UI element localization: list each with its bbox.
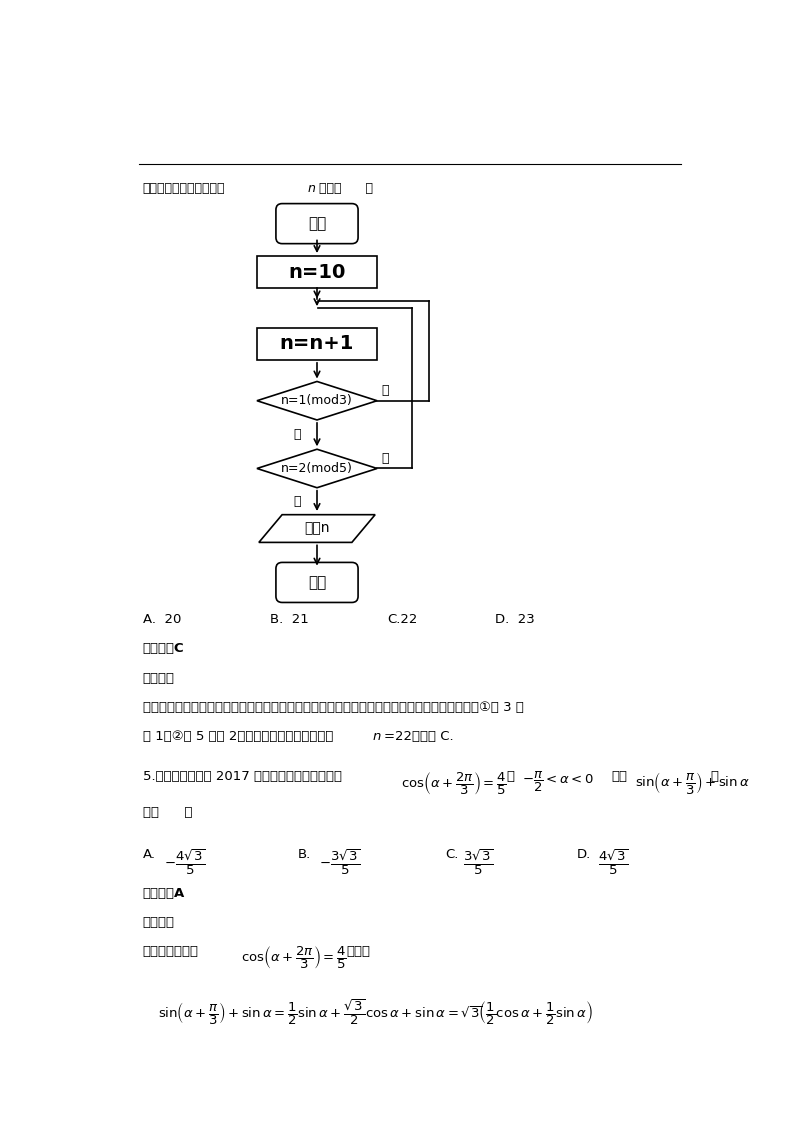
Text: 输出n: 输出n xyxy=(304,522,330,535)
Text: D.  23: D. 23 xyxy=(495,614,535,626)
Text: 试题分析：因为: 试题分析：因为 xyxy=(142,945,198,958)
Polygon shape xyxy=(257,381,377,420)
FancyBboxPatch shape xyxy=(276,563,358,602)
Text: 余 1，②被 5 除余 2，最小为两位数，所输出的: 余 1，②被 5 除余 2，最小为两位数，所输出的 xyxy=(142,730,333,744)
Text: ，则: ，则 xyxy=(611,770,627,783)
Text: $\cos\!\left(\alpha+\dfrac{2\pi}{3}\right)=\dfrac{4}{5}$: $\cos\!\left(\alpha+\dfrac{2\pi}{3}\righ… xyxy=(241,944,347,971)
Text: 【解析】: 【解析】 xyxy=(142,671,174,685)
Text: 是: 是 xyxy=(294,496,302,508)
Text: 试题分析：由已知中的程序框图得：该程序的功能是利用循环结构计算出并输出同时满足条件：①被 3 除: 试题分析：由已知中的程序框图得：该程序的功能是利用循环结构计算出并输出同时满足条… xyxy=(142,701,523,714)
Text: $-\dfrac{3\sqrt{3}}{5}$: $-\dfrac{3\sqrt{3}}{5}$ xyxy=(318,848,360,877)
Text: 行该程序框图，则输出的: 行该程序框图，则输出的 xyxy=(142,182,225,195)
Text: B.: B. xyxy=(298,848,311,861)
Text: $\sin\!\left(\alpha+\dfrac{\pi}{3}\right)+\sin\alpha=\dfrac{1}{2}\sin\alpha+\dfr: $\sin\!\left(\alpha+\dfrac{\pi}{3}\right… xyxy=(158,997,593,1028)
Text: $\sin\!\left(\alpha+\dfrac{\pi}{3}\right)+\sin\alpha$: $\sin\!\left(\alpha+\dfrac{\pi}{3}\right… xyxy=(634,770,750,796)
Text: $-\dfrac{\pi}{2}<\alpha<0$: $-\dfrac{\pi}{2}<\alpha<0$ xyxy=(522,770,594,794)
Text: C.22: C.22 xyxy=(386,614,417,626)
Text: 【答案】A: 【答案】A xyxy=(142,886,185,900)
Text: 开始: 开始 xyxy=(308,216,326,231)
Text: 否: 否 xyxy=(382,452,390,465)
Text: 是: 是 xyxy=(294,428,302,440)
Text: 结束: 结束 xyxy=(308,575,326,590)
Text: n=1(mod3): n=1(mod3) xyxy=(281,394,353,408)
Text: A.: A. xyxy=(142,848,156,861)
Text: 等: 等 xyxy=(710,770,718,783)
Text: ，所以: ，所以 xyxy=(346,945,370,958)
Text: n=2(mod5): n=2(mod5) xyxy=(281,462,353,475)
Bar xyxy=(257,256,377,289)
Text: $\dfrac{4\sqrt{3}}{5}$: $\dfrac{4\sqrt{3}}{5}$ xyxy=(598,848,628,877)
Text: $-\dfrac{4\sqrt{3}}{5}$: $-\dfrac{4\sqrt{3}}{5}$ xyxy=(163,848,206,877)
Text: 5.【四川省自贡市 2017 届高三第一次诊断】已知: 5.【四川省自贡市 2017 届高三第一次诊断】已知 xyxy=(142,770,342,783)
Text: n: n xyxy=(308,182,315,195)
Polygon shape xyxy=(259,515,375,542)
Text: 【答案】C: 【答案】C xyxy=(142,643,184,655)
Text: B.  21: B. 21 xyxy=(270,614,310,626)
Text: n: n xyxy=(373,730,381,744)
Text: =22，故选 C.: =22，故选 C. xyxy=(384,730,454,744)
Text: 等于（      ）: 等于（ ） xyxy=(318,182,373,195)
Text: n=10: n=10 xyxy=(288,263,346,282)
Polygon shape xyxy=(257,449,377,488)
Text: 否: 否 xyxy=(382,384,390,397)
Text: C.: C. xyxy=(445,848,458,861)
Text: D.: D. xyxy=(577,848,591,861)
Bar xyxy=(257,327,377,360)
Text: n=n+1: n=n+1 xyxy=(280,334,354,353)
Text: 【解析】: 【解析】 xyxy=(142,916,174,929)
Text: $\cos\!\left(\alpha+\dfrac{2\pi}{3}\right)=\dfrac{4}{5}$: $\cos\!\left(\alpha+\dfrac{2\pi}{3}\righ… xyxy=(401,770,506,797)
Text: $\dfrac{3\sqrt{3}}{5}$: $\dfrac{3\sqrt{3}}{5}$ xyxy=(462,848,494,877)
Text: ，: ， xyxy=(506,770,514,783)
Text: 于（      ）: 于（ ） xyxy=(142,806,192,818)
FancyBboxPatch shape xyxy=(276,204,358,243)
Text: A.  20: A. 20 xyxy=(142,614,181,626)
